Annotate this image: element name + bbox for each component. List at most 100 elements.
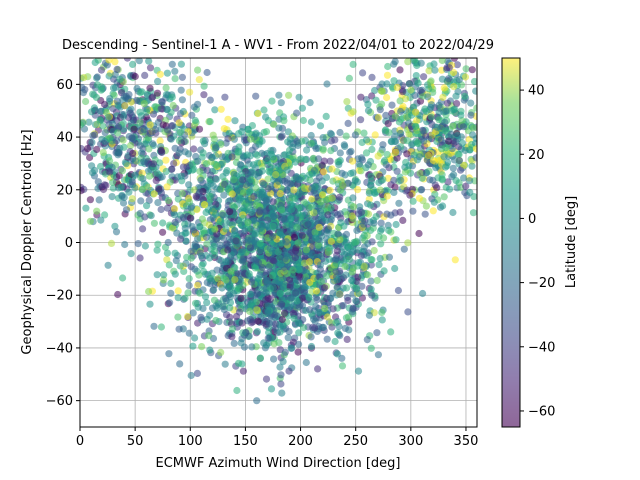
scatter-point [378, 80, 386, 88]
scatter-point [80, 89, 87, 97]
scatter-point [440, 153, 448, 161]
scatter-point [385, 129, 393, 137]
scatter-point [281, 255, 289, 263]
scatter-point [307, 118, 315, 126]
scatter-point [368, 238, 376, 246]
scatter-point [344, 179, 352, 187]
scatter-point [184, 312, 192, 321]
scatter-point [449, 137, 457, 145]
scatter-point [179, 107, 187, 116]
scatter-point [429, 156, 437, 164]
scatter-point [457, 111, 465, 119]
scatter-point [282, 222, 290, 230]
scatter-point [263, 216, 271, 224]
y-axis-label: Geophysical Doppler Centroid [Hz] [20, 129, 35, 354]
scatter-point [370, 246, 378, 255]
scatter-point [212, 161, 221, 170]
scatter-point [252, 184, 260, 192]
scatter-point [425, 85, 433, 93]
scatter-point [355, 289, 363, 298]
scatter-point [327, 294, 335, 303]
scatter-point [106, 157, 114, 165]
scatter-point [218, 284, 226, 292]
scatter-point [101, 211, 109, 219]
scatter-point [458, 139, 466, 147]
scatter-point [374, 351, 382, 359]
scatter-point [280, 283, 288, 291]
scatter-point [194, 66, 202, 74]
scatter-point [163, 106, 171, 114]
scatter-point [383, 210, 391, 218]
scatter-point [385, 253, 393, 261]
scatter-point [141, 71, 149, 79]
scatter-point [377, 240, 385, 248]
colorbar-frame [501, 57, 521, 428]
scatter-point [349, 304, 357, 312]
scatter-point [92, 93, 101, 102]
scatter-point [137, 112, 145, 120]
scatter-point [185, 150, 193, 158]
colorbar-tick-label: −40 [528, 340, 555, 355]
scatter-point [455, 76, 463, 84]
scatter-point [114, 290, 122, 299]
scatter-point [130, 125, 138, 133]
scatter-point [420, 137, 428, 145]
scatter-point [207, 171, 215, 179]
scatter-point [237, 339, 245, 347]
scatter-point [312, 234, 320, 242]
scatter-point [449, 208, 457, 217]
scatter-point [461, 146, 469, 154]
scatter-point [327, 237, 335, 245]
scatter-point [206, 118, 214, 126]
scatter-point [167, 289, 175, 297]
scatter-point [94, 178, 102, 186]
scatter-point [326, 129, 335, 137]
scatter-point [253, 397, 261, 405]
scatter-point [331, 256, 339, 264]
scatter-point [128, 178, 136, 186]
scatter-point [174, 287, 182, 295]
scatter-point [230, 176, 238, 184]
scatter-point [219, 302, 227, 311]
scatter-point [168, 93, 176, 101]
scatter-point [210, 242, 218, 251]
scatter-point [164, 196, 173, 205]
scatter-point [399, 88, 407, 96]
scatter-point [197, 252, 206, 260]
y-tick-label: 20 [56, 183, 73, 198]
scatter-point [139, 185, 147, 193]
scatter-point [174, 294, 182, 302]
scatter-point [91, 131, 99, 139]
scatter-point [427, 77, 435, 85]
scatter-point [368, 291, 376, 299]
scatter-point [205, 221, 213, 229]
scatter-point [329, 177, 337, 185]
colorbar-ticks: −60 −40 −20 0 20 40 [520, 84, 555, 419]
scatter-point [136, 89, 145, 97]
scatter-point [162, 156, 170, 164]
scatter-point [336, 193, 344, 201]
scatter-point [339, 302, 347, 310]
scatter-point [198, 261, 206, 269]
scatter-point [438, 75, 446, 83]
scatter-point [301, 184, 309, 192]
scatter-point [158, 148, 166, 156]
scatter-point [344, 119, 352, 127]
scatter-point [264, 334, 272, 342]
scatter-point [95, 196, 103, 204]
scatter-point [146, 172, 154, 180]
scatter-point [269, 247, 277, 255]
scatter-point [390, 176, 398, 184]
scatter-point [112, 228, 121, 236]
scatter-point [131, 171, 139, 179]
y-tick-label: 40 [56, 131, 73, 146]
x-axis-ticks: 0 50 100 150 200 250 300 350 [76, 427, 478, 449]
scatter-point [307, 139, 315, 147]
scatter-point [104, 113, 112, 121]
scatter-point [396, 97, 404, 105]
scatter-point [425, 67, 433, 75]
scatter-point [445, 64, 453, 72]
scatter-point [422, 202, 430, 210]
scatter-point [137, 197, 145, 205]
scatter-point [433, 123, 441, 131]
